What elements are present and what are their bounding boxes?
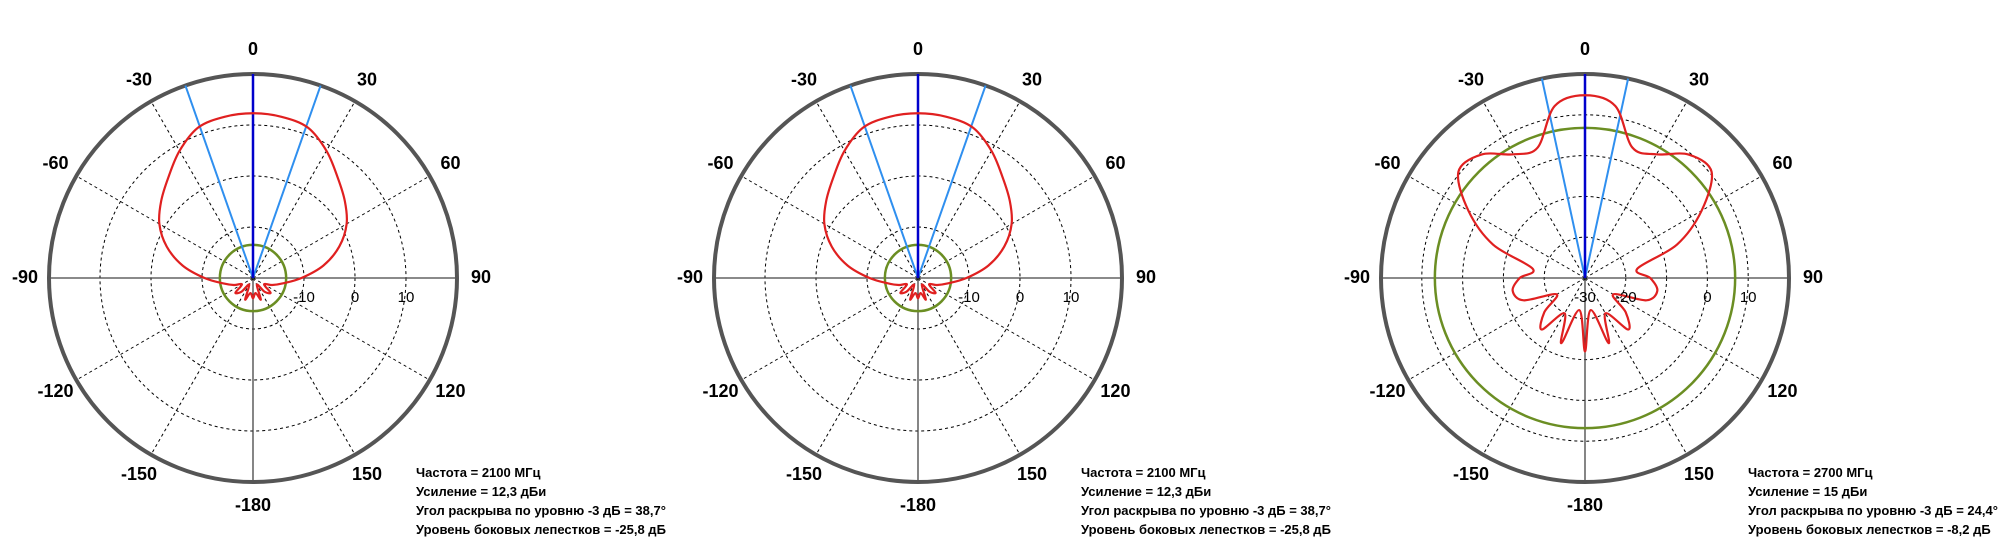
grid-spoke — [1584, 277, 1688, 455]
angle-label: -150 — [1453, 464, 1489, 484]
angle-label: -90 — [12, 267, 38, 287]
pattern-line — [157, 112, 349, 301]
annotation: Угол раскрыва по уровню -3 дБ = 38,7° — [416, 503, 666, 518]
r-tick-label: 0 — [1703, 289, 1711, 306]
grid-spoke — [76, 175, 254, 279]
angle-label: 120 — [1100, 381, 1130, 401]
angle-label: 30 — [357, 69, 377, 89]
r-tick-label: 10 — [1740, 289, 1757, 306]
angle-label: -90 — [1344, 267, 1370, 287]
grid-spoke — [815, 277, 919, 455]
annotation: Уровень боковых лепестков = -8,2 дБ — [1748, 522, 1991, 537]
beam-edge — [1584, 78, 1630, 279]
angle-label: 0 — [913, 39, 923, 59]
grid-spoke — [252, 277, 430, 381]
grid-spoke — [917, 277, 1095, 381]
angle-label: 120 — [435, 381, 465, 401]
pattern-line — [1456, 94, 1714, 353]
annotation: Усиление = 12,3 дБи — [416, 484, 546, 499]
grid-spoke — [741, 175, 919, 279]
grid-spoke — [1584, 175, 1762, 279]
annotation: Частота = 2100 МГц — [416, 465, 541, 480]
angle-label: -120 — [703, 381, 739, 401]
beam-edge — [1540, 78, 1586, 279]
grid-spoke — [252, 277, 356, 455]
angle-label: 0 — [248, 39, 258, 59]
beam-edge — [184, 85, 254, 279]
grid-spoke — [741, 277, 919, 381]
r-tick-label: -10 — [293, 289, 315, 306]
angle-label: -30 — [791, 69, 817, 89]
grid-spoke — [1584, 101, 1688, 279]
angle-label: -60 — [43, 153, 69, 173]
annotation: Усиление = 15 дБи — [1748, 484, 1867, 499]
angle-label: -90 — [677, 267, 703, 287]
angle-label: 150 — [1017, 464, 1047, 484]
angle-label: 0 — [1580, 39, 1590, 59]
grid-spoke — [1482, 277, 1586, 455]
angle-label: -30 — [126, 69, 152, 89]
grid-spoke — [1408, 175, 1586, 279]
grid-spoke — [1584, 277, 1762, 381]
r-tick-label: -20 — [1615, 289, 1637, 306]
beam-edge — [917, 85, 987, 279]
angle-label: 30 — [1022, 69, 1042, 89]
beam-edge — [849, 85, 919, 279]
angle-label: 150 — [352, 464, 382, 484]
angle-label: -150 — [121, 464, 157, 484]
grid-spoke — [1482, 101, 1586, 279]
angle-label: -60 — [708, 153, 734, 173]
annotation: Частота = 2700 МГц — [1748, 465, 1873, 480]
r-tick-label: 0 — [1016, 289, 1024, 306]
angle-label: -120 — [38, 381, 74, 401]
grid-spoke — [252, 101, 356, 279]
annotation: Частота = 2100 МГц — [1081, 465, 1206, 480]
angle-label: -30 — [1458, 69, 1484, 89]
grid-spoke — [76, 277, 254, 381]
angle-label: 90 — [471, 267, 491, 287]
r-tick-label: -30 — [1574, 289, 1596, 306]
angle-label: -60 — [1375, 153, 1401, 173]
angle-label: 90 — [1136, 267, 1156, 287]
angle-label: 30 — [1689, 69, 1709, 89]
grid-spoke — [917, 175, 1095, 279]
angle-label: 60 — [1105, 153, 1125, 173]
grid-spoke — [815, 101, 919, 279]
grid-spoke — [917, 277, 1021, 455]
grid-spoke — [252, 175, 430, 279]
angle-label: -180 — [900, 495, 936, 515]
r-tick-label: -10 — [958, 289, 980, 306]
pattern-line — [822, 112, 1014, 301]
r-tick-label: 0 — [351, 289, 359, 306]
annotation: Уровень боковых лепестков = -25,8 дБ — [416, 522, 666, 537]
beam-edge — [252, 85, 322, 279]
r-tick-label: 10 — [1063, 289, 1080, 306]
angle-label: 60 — [440, 153, 460, 173]
angle-label: -150 — [786, 464, 822, 484]
angle-label: 90 — [1803, 267, 1823, 287]
angle-label: -180 — [1567, 495, 1603, 515]
grid-spoke — [150, 101, 254, 279]
angle-label: -180 — [235, 495, 271, 515]
angle-label: 60 — [1772, 153, 1792, 173]
annotation: Уровень боковых лепестков = -25,8 дБ — [1081, 522, 1331, 537]
grid-spoke — [1408, 277, 1586, 381]
grid-spoke — [150, 277, 254, 455]
annotation: Угол раскрыва по уровню -3 дБ = 24,4° — [1748, 503, 1998, 518]
annotation: Угол раскрыва по уровню -3 дБ = 38,7° — [1081, 503, 1331, 518]
r-tick-label: 10 — [398, 289, 415, 306]
angle-label: -120 — [1370, 381, 1406, 401]
grid-spoke — [917, 101, 1021, 279]
angle-label: 150 — [1684, 464, 1714, 484]
angle-label: 120 — [1767, 381, 1797, 401]
annotation: Усиление = 12,3 дБи — [1081, 484, 1211, 499]
